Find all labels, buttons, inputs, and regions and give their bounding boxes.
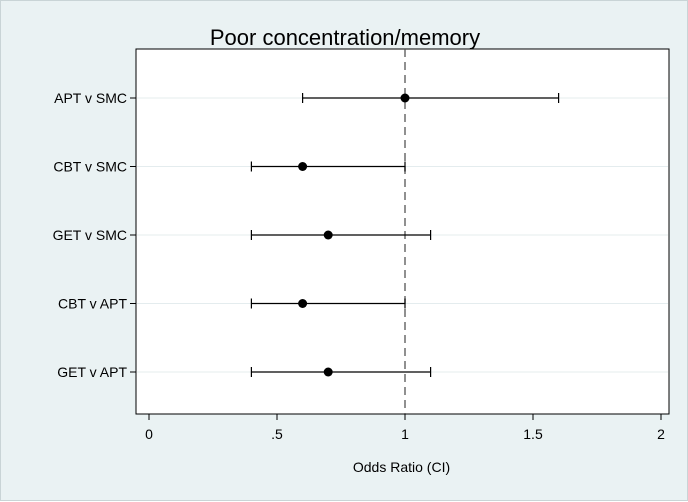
x-tick-label: .5	[271, 426, 283, 442]
x-tick-label: 0	[145, 426, 153, 442]
point-estimate	[323, 230, 333, 240]
point-estimate	[323, 367, 333, 377]
plot-area	[135, 48, 670, 415]
y-tick-label: APT v SMC	[54, 90, 127, 106]
point-estimate	[298, 162, 308, 171]
point-estimate	[400, 93, 410, 103]
y-tick-label: GET v SMC	[53, 227, 127, 243]
y-tick-label: GET v APT	[57, 364, 127, 380]
point-estimate	[298, 299, 308, 308]
x-tick-label: 1.5	[523, 426, 543, 442]
x-tick-label: 1	[401, 426, 409, 442]
y-tick-label: CBT v APT	[58, 296, 127, 312]
y-tick-label: CBT v SMC	[53, 159, 127, 175]
x-axis-label: Odds Ratio (CI)	[352, 459, 451, 475]
x-tick-label: 2	[657, 426, 665, 442]
chart-title: Poor concentration/memory	[209, 25, 481, 50]
